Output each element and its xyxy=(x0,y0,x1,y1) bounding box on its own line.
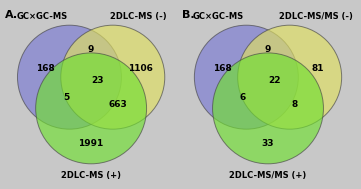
Text: 663: 663 xyxy=(109,100,127,109)
Text: 2DLC-MS/MS (-): 2DLC-MS/MS (-) xyxy=(279,12,353,21)
Circle shape xyxy=(213,53,323,164)
Circle shape xyxy=(17,25,121,129)
Text: A.: A. xyxy=(5,10,18,20)
Circle shape xyxy=(61,25,165,129)
Text: 6: 6 xyxy=(240,94,246,102)
Text: B.: B. xyxy=(182,10,195,20)
Text: 22: 22 xyxy=(268,76,280,85)
Text: 9: 9 xyxy=(88,45,94,54)
Text: 81: 81 xyxy=(311,64,324,73)
Circle shape xyxy=(36,53,147,164)
Circle shape xyxy=(194,25,298,129)
Text: 5: 5 xyxy=(63,94,69,102)
Text: 23: 23 xyxy=(91,76,104,85)
Text: 2DLC-MS (-): 2DLC-MS (-) xyxy=(110,12,167,21)
Text: 168: 168 xyxy=(213,64,231,73)
Text: 2DLC-MS/MS (+): 2DLC-MS/MS (+) xyxy=(229,171,306,180)
Text: 168: 168 xyxy=(36,64,55,73)
Text: GC×GC-MS: GC×GC-MS xyxy=(16,12,67,21)
Text: GC×GC-MS: GC×GC-MS xyxy=(193,12,244,21)
Text: 9: 9 xyxy=(265,45,271,54)
Text: 1106: 1106 xyxy=(128,64,153,73)
Text: 8: 8 xyxy=(292,100,298,109)
Text: 2DLC-MS (+): 2DLC-MS (+) xyxy=(61,171,121,180)
Circle shape xyxy=(238,25,342,129)
Text: 1991: 1991 xyxy=(78,139,104,148)
Text: 33: 33 xyxy=(262,139,274,148)
